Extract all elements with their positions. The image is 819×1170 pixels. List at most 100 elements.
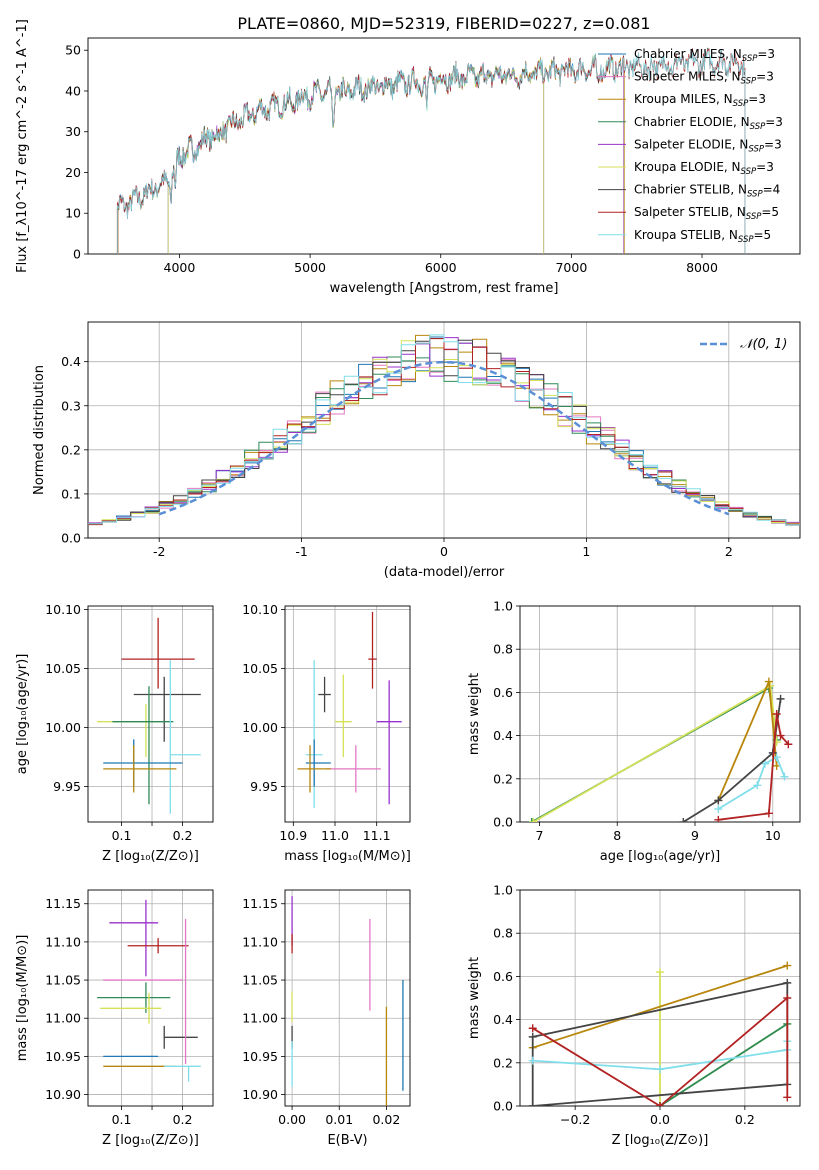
spectrum-series bbox=[167, 60, 545, 254]
x-tick-label: 0.01 bbox=[325, 1112, 353, 1127]
chart-mass-vs-EBV: 0.00 0.01 0.02 10.90 10.95 11.00 11.05 11.10 11.… bbox=[242, 889, 411, 1148]
weight-marker bbox=[764, 677, 773, 686]
legend-label-text: Salpeter ELODIE, N bbox=[634, 137, 748, 151]
legend-label-tail: =3 bbox=[765, 115, 783, 129]
y-tick-label: 10.05 bbox=[45, 661, 81, 676]
y-tick-label: 0.0 bbox=[493, 1099, 513, 1114]
legend-label-sub: SSP bbox=[738, 235, 754, 245]
y-tick-label: 11.15 bbox=[242, 896, 278, 911]
y-tick-label: 20 bbox=[65, 165, 81, 180]
x-tick-label: 8000 bbox=[686, 260, 718, 275]
weight-marker bbox=[656, 1102, 664, 1106]
spectrum-lines bbox=[116, 47, 746, 254]
x-tick-label: -2 bbox=[153, 544, 165, 559]
x-tick-label: 10.9 bbox=[279, 828, 307, 843]
axes-frame bbox=[87, 37, 801, 255]
x-tick-label: 0.2 bbox=[173, 1112, 193, 1127]
weight-marker bbox=[780, 772, 789, 781]
weight-marker bbox=[761, 759, 769, 768]
chart-spectrum: 4000 5000 6000 7000 8000 0 10 20 30 40 50 wavelengt… bbox=[15, 19, 801, 296]
y-tick-label: 10.05 bbox=[242, 661, 278, 676]
weight-series bbox=[532, 684, 778, 822]
y-tick-label: 0.3 bbox=[61, 398, 81, 413]
y-tick-label: 30 bbox=[65, 124, 81, 139]
legend-label-text: Chabrier ELODIE, N bbox=[634, 115, 750, 129]
figure-title: PLATE=0860, MJD=52319, FIBERID=0227, z=0… bbox=[237, 14, 650, 33]
weight-series bbox=[717, 755, 786, 810]
weight-marker bbox=[753, 781, 762, 790]
weight-marker bbox=[656, 1065, 664, 1074]
legend-label: Salpeter STELIB, NSSP=5 bbox=[634, 205, 779, 222]
legend-label-sub: SSP bbox=[746, 212, 762, 222]
x-tick-label: 4000 bbox=[164, 260, 196, 275]
legend-label-sub: SSP bbox=[741, 167, 757, 177]
y-tick-label: 10.90 bbox=[45, 1087, 81, 1102]
axes-frame bbox=[87, 889, 214, 1107]
weight-marker bbox=[656, 968, 664, 977]
legend-label-text: Chabrier MILES, N bbox=[634, 47, 742, 61]
spectrum-series bbox=[116, 48, 746, 254]
y-tick-label: 0.4 bbox=[493, 728, 513, 743]
legend-label: Salpeter ELODIE, NSSP=3 bbox=[634, 137, 782, 154]
y-tick-label: 40 bbox=[65, 83, 81, 98]
weight-marker bbox=[714, 815, 723, 822]
legend-label-text: Salpeter STELIB, N bbox=[634, 205, 746, 219]
x-tick-label: 0.2 bbox=[735, 1112, 755, 1127]
legend-label-sub: SSP bbox=[750, 122, 766, 132]
x-axis-label: Z [log₁₀(Z/Z⊙)] bbox=[102, 849, 199, 864]
legend-label: Chabrier MILES, NSSP=3 bbox=[634, 47, 775, 64]
y-tick-label: 0 bbox=[73, 247, 81, 262]
y-tick-label: 0.6 bbox=[493, 685, 513, 700]
y-tick-label: 0.2 bbox=[61, 442, 81, 457]
x-tick-label: 0.02 bbox=[372, 1112, 400, 1127]
y-tick-label: 10.90 bbox=[242, 1087, 278, 1102]
errorbars bbox=[297, 611, 402, 808]
weight-series bbox=[718, 713, 789, 821]
weight-marker bbox=[529, 818, 538, 822]
y-tick-label: 10.00 bbox=[45, 720, 81, 735]
weight-series bbox=[532, 964, 788, 1049]
weight-marker bbox=[783, 1093, 792, 1102]
x-tick-label: 5000 bbox=[294, 260, 326, 275]
y-tick-label: 10.95 bbox=[45, 1049, 81, 1064]
y-tick-label: 11.05 bbox=[242, 973, 278, 988]
legend-label-tail: =3 bbox=[757, 47, 775, 61]
y-tick-label: 11.00 bbox=[45, 1011, 81, 1026]
spectrum-series bbox=[167, 61, 545, 254]
x-axis-label: age [log₁₀(age/yr)] bbox=[600, 849, 721, 864]
y-tick-label: 0.6 bbox=[493, 969, 513, 984]
errorbars bbox=[97, 899, 201, 1082]
chart-age-vs-Z: 0.1 0.2 9.95 10.00 10.05 10.10 Z [log₁₀(Z/Z⊙)]… bbox=[15, 602, 214, 864]
weight-lines bbox=[528, 961, 792, 1106]
y-tick-label: 0.0 bbox=[61, 531, 81, 546]
y-tick-label: 10.10 bbox=[242, 602, 278, 617]
histogram-series bbox=[88, 338, 800, 526]
legend-label-tail: =5 bbox=[754, 228, 772, 242]
x-tick-label: 0.1 bbox=[112, 828, 132, 843]
histograms bbox=[88, 334, 800, 526]
x-axis-label: Z [log₁₀(Z/Z⊙)] bbox=[612, 1133, 709, 1148]
x-tick-label: −0.2 bbox=[560, 1112, 590, 1127]
y-tick-label: 0.8 bbox=[493, 642, 513, 657]
legend-label-text: Kroupa MILES, N bbox=[634, 92, 733, 106]
legend-label-text: Salpeter MILES, N bbox=[634, 70, 741, 84]
y-tick-label: 11.10 bbox=[242, 934, 278, 949]
weight-marker bbox=[679, 818, 688, 822]
weight-marker bbox=[714, 796, 723, 805]
y-tick-label: 0.4 bbox=[493, 1012, 513, 1027]
x-axis-label: (data-model)/error bbox=[384, 565, 505, 580]
legend-label: 𝒩(0, 1) bbox=[740, 337, 787, 352]
x-tick-label: 11.1 bbox=[363, 828, 391, 843]
y-tick-label: 1.0 bbox=[493, 883, 513, 898]
legend-label-text: Chabrier STELIB, N bbox=[634, 183, 747, 197]
legend-label-sub: SSP bbox=[748, 144, 764, 154]
x-tick-label: 11.0 bbox=[321, 828, 349, 843]
weight-marker bbox=[764, 809, 773, 818]
y-tick-label: 9.95 bbox=[250, 779, 278, 794]
x-tick-label: 6000 bbox=[425, 260, 457, 275]
legend-label-tail: =5 bbox=[761, 205, 779, 219]
x-tick-label: 0.2 bbox=[173, 828, 193, 843]
x-tick-label: 7 bbox=[535, 828, 543, 843]
x-tick-label: 9 bbox=[691, 828, 699, 843]
